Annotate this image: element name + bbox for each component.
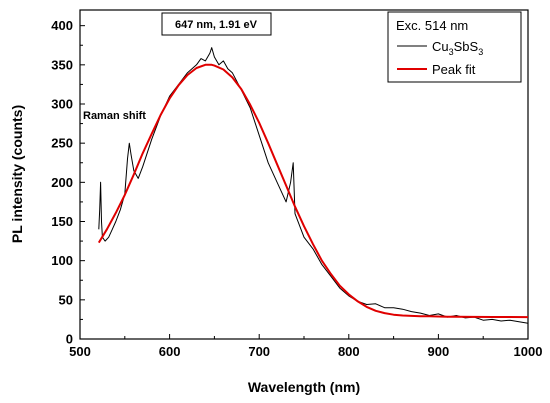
raman-shift-label: Raman shift — [83, 110, 146, 122]
legend-label-part-cu: Cu — [432, 39, 449, 54]
legend-label-part-sb: Sb — [454, 39, 470, 54]
series-layer — [97, 47, 529, 324]
x-tick-label: 500 — [69, 344, 91, 359]
y-tick-label: 250 — [51, 136, 73, 151]
legend-label-peak-fit: Peak fit — [432, 62, 476, 77]
legend-label-part-s: S — [470, 39, 479, 54]
y-tick-label: 50 — [59, 292, 73, 307]
x-tick-label: 1000 — [514, 344, 543, 359]
y-tick-label: 300 — [51, 97, 73, 112]
legend-label-sub-1: 3 — [449, 47, 454, 57]
x-axis-title: Wavelength (nm) — [248, 379, 360, 395]
y-tick-label: 150 — [51, 214, 73, 229]
x-tick-label: 800 — [338, 344, 360, 359]
legend-frame — [387, 11, 522, 83]
series-line-cu3sbs3 — [98, 47, 529, 324]
x-axis: 500 600 700 800 900 1000 — [69, 334, 542, 359]
y-tick-label: 400 — [51, 18, 73, 33]
y-tick-label: 0 — [66, 332, 73, 347]
legend-label-sub-2: 3 — [478, 47, 483, 57]
series-line-peak-fit — [97, 63, 529, 319]
peak-annotation-frame — [161, 12, 272, 36]
legend-label-cu3sbs3: Cu3SbS3 — [432, 39, 483, 57]
peak-annotation-text: 647 nm, 1.91 eV — [175, 19, 258, 31]
x-tick-label: 600 — [159, 344, 181, 359]
y-tick-label: 350 — [51, 57, 73, 72]
legend-title: Exc. 514 nm — [396, 18, 468, 33]
y-tick-label: 200 — [51, 175, 73, 190]
legend: Exc. 514 nm Cu3SbS3 Peak fit — [387, 11, 522, 83]
y-axis: 0 50 100 150 200 250 300 350 400 — [51, 18, 85, 347]
y-axis-title: PL intensity (counts) — [9, 105, 25, 243]
y-tick-label: 100 — [51, 253, 73, 268]
peak-annotation-box: 647 nm, 1.91 eV — [161, 12, 272, 36]
x-tick-label: 700 — [248, 344, 270, 359]
x-tick-label: 900 — [428, 344, 450, 359]
